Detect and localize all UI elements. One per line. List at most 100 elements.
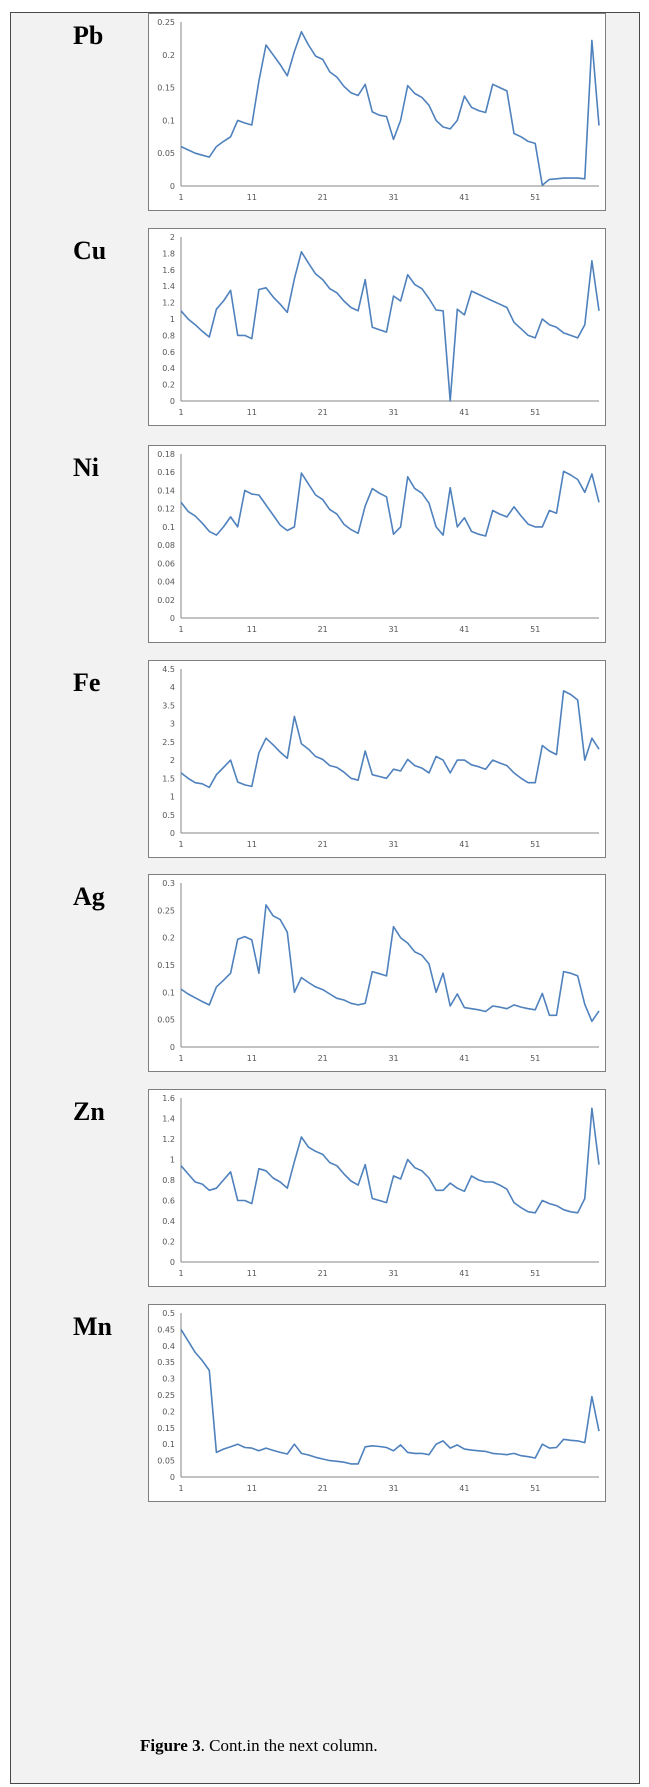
y-tick-label: 0.4 (162, 1342, 175, 1351)
y-tick-label: 3 (170, 720, 175, 729)
element-label-ag: Ag (73, 882, 105, 911)
x-tick-label: 1 (178, 408, 183, 417)
y-tick-label: 0.16 (157, 468, 175, 477)
caption-label: Figure 3 (140, 1736, 201, 1755)
y-tick-label: 1.4 (162, 282, 175, 291)
line-chart-ni: 00.020.040.060.080.10.120.140.160.181 11 2… (157, 450, 600, 634)
y-tick-label: 0.4 (162, 364, 175, 373)
y-tick-label: 1 (170, 1156, 175, 1165)
y-tick-label: 1.2 (162, 299, 175, 308)
series-line-ni (180, 470, 600, 537)
y-tick-label: 0.1 (162, 988, 175, 997)
x-tick-label: 31 (388, 408, 398, 417)
y-tick-label: 0.04 (157, 578, 175, 587)
chart-panel-ni: 0 0.02 0.04 0.06 0.08 0.1 0.12 0.14 0.16 0.18 1 11 2… (148, 445, 606, 643)
x-tick-label: 51 (530, 1269, 540, 1278)
y-tick-label: 4 (170, 683, 175, 692)
x-tick-label: 1 (178, 1269, 183, 1278)
line-chart-pb: 00.050.10.150.20.251 11 21 31 41 51 (157, 18, 600, 202)
y-tick-label: 0.05 (157, 1016, 175, 1025)
y-tick-label: 0.2 (162, 934, 175, 943)
x-tick-label: 21 (318, 840, 328, 849)
y-tick-label: 0 (170, 829, 175, 838)
y-tick-label: 0.25 (157, 906, 175, 915)
y-tick-label: 0.2 (162, 51, 175, 60)
x-tick-label: 21 (318, 625, 328, 634)
y-tick-label: 1.5 (162, 774, 175, 783)
figure-frame: Pb 0 0.05 0.1 0.15 0.2 0.25 1 11 21 31 41 51 Cu 0 0.2 0.… (10, 12, 640, 1784)
x-tick-label: 1 (178, 1484, 183, 1493)
element-label-zn: Zn (73, 1097, 105, 1126)
x-tick-label: 1 (178, 840, 183, 849)
y-tick-label: 0.06 (157, 559, 175, 568)
x-tick-label: 51 (530, 840, 540, 849)
x-tick-label: 11 (247, 625, 257, 634)
y-tick-label: 0.2 (162, 1238, 175, 1247)
y-tick-label: 1.2 (162, 1135, 175, 1144)
y-tick-label: 0 (170, 397, 175, 406)
y-tick-label: 0.8 (162, 1176, 175, 1185)
y-tick-label: 0 (170, 182, 175, 191)
x-tick-label: 1 (178, 193, 183, 202)
y-tick-label: 0.1 (162, 523, 175, 532)
x-tick-label: 21 (318, 1054, 328, 1063)
x-tick-label: 41 (459, 408, 469, 417)
x-tick-label: 41 (459, 1054, 469, 1063)
y-tick-label: 1.6 (162, 1094, 175, 1103)
y-tick-label: 0.35 (157, 1358, 175, 1367)
line-chart-zn: 00.20.40.60.811.21.41.61 11 21 31 41 51 (162, 1094, 600, 1278)
y-tick-label: 0.6 (162, 348, 175, 357)
x-tick-label: 11 (247, 1269, 257, 1278)
x-tick-label: 11 (247, 840, 257, 849)
y-tick-label: 0.08 (157, 541, 175, 550)
chart-panel-zn: 0 0.2 0.4 0.6 0.8 1 1.2 1.4 1.6 1 11 21 31 41 51 (148, 1089, 606, 1287)
y-tick-label: 0.1 (162, 116, 175, 125)
x-tick-label: 51 (530, 1484, 540, 1493)
y-tick-label: 0.4 (162, 1217, 175, 1226)
element-label-mn: Mn (73, 1312, 112, 1341)
x-tick-label: 51 (530, 1054, 540, 1063)
y-tick-label: 0.25 (157, 18, 175, 27)
chart-panel-ag: 0 0.05 0.1 0.15 0.2 0.25 0.3 1 11 21 31 41 51 (148, 874, 606, 1072)
y-tick-label: 0.6 (162, 1197, 175, 1206)
element-label-pb: Pb (73, 21, 104, 50)
y-tick-label: 1.8 (162, 249, 175, 258)
y-tick-label: 0.15 (157, 961, 175, 970)
chart-panel-pb: 0 0.05 0.1 0.15 0.2 0.25 1 11 21 31 41 51 (148, 13, 606, 211)
y-tick-label: 0.02 (157, 596, 175, 605)
x-tick-label: 31 (388, 1054, 398, 1063)
y-tick-label: 2 (170, 756, 175, 765)
x-tick-label: 21 (318, 1484, 328, 1493)
x-tick-label: 31 (388, 193, 398, 202)
y-tick-label: 0.05 (157, 149, 175, 158)
y-tick-label: 1.6 (162, 266, 175, 275)
series-line-mn (180, 1328, 600, 1465)
x-tick-label: 1 (178, 1054, 183, 1063)
x-tick-label: 41 (459, 625, 469, 634)
x-tick-label: 11 (247, 193, 257, 202)
x-tick-label: 51 (530, 625, 540, 634)
y-tick-label: 0.18 (157, 450, 175, 459)
y-tick-label: 0.45 (157, 1325, 175, 1334)
x-tick-label: 21 (318, 193, 328, 202)
x-tick-label: 31 (388, 1484, 398, 1493)
x-tick-label: 11 (247, 1484, 257, 1493)
y-tick-label: 0 (170, 1043, 175, 1052)
chart-panel-mn: 0 0.05 0.1 0.15 0.2 0.25 0.3 0.35 0.4 0.45 0.5 1 11 2… (148, 1304, 606, 1502)
chart-panel-cu: 0 0.2 0.4 0.6 0.8 1 1.2 1.4 1.6 1.8 2 1 11 21 31 41 51 (148, 228, 606, 426)
figure-caption: Figure 3. Cont.in the next column. (140, 1736, 378, 1756)
x-tick-label: 51 (530, 193, 540, 202)
caption-text: . Cont.in the next column. (200, 1736, 378, 1755)
y-tick-label: 0.3 (162, 879, 175, 888)
y-tick-label: 1 (170, 793, 175, 802)
y-tick-label: 0.14 (157, 486, 175, 495)
y-tick-label: 0.25 (157, 1391, 175, 1400)
y-tick-label: 0.2 (162, 1407, 175, 1416)
x-tick-label: 41 (459, 1484, 469, 1493)
y-tick-label: 0.15 (157, 84, 175, 93)
y-tick-label: 1.4 (162, 1115, 175, 1124)
series-line-fe (180, 690, 600, 789)
x-tick-label: 11 (247, 1054, 257, 1063)
x-tick-label: 21 (318, 408, 328, 417)
y-tick-label: 2.5 (162, 738, 175, 747)
